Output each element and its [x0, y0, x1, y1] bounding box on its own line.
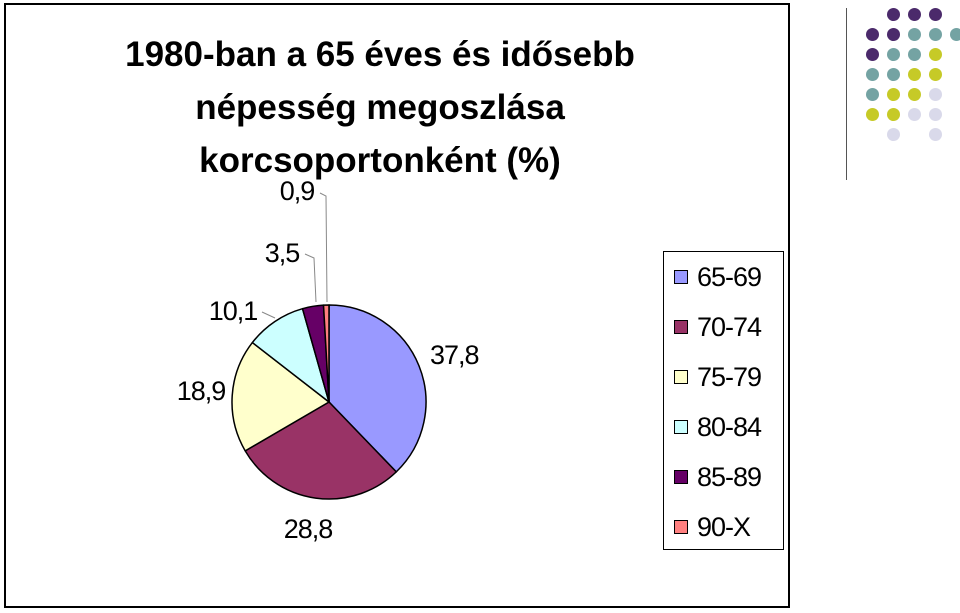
- decorative-dot: [929, 108, 942, 121]
- decorative-dot: [887, 28, 900, 41]
- pie-chart: 37,8 28,8 18,9 10,13,5 0,9: [177, 176, 480, 544]
- decorative-dot: [929, 48, 942, 61]
- chart-title: 1980-ban a 65 éves és idősebb népesség m…: [60, 28, 700, 187]
- decorative-dot: [908, 48, 921, 61]
- data-label-65-69: 37,8: [430, 340, 479, 370]
- decorative-dot: [908, 88, 921, 101]
- legend-item-80-84: 80-84: [674, 407, 762, 447]
- chart-title-line-1: 1980-ban a 65 éves és idősebb: [125, 35, 635, 74]
- decorative-dot: [929, 128, 942, 141]
- decorative-dot: [908, 108, 921, 121]
- legend-swatch: [674, 520, 688, 534]
- legend-item-65-69: 65-69: [674, 257, 762, 297]
- decorative-dot: [866, 48, 879, 61]
- leader-line-90-X: [319, 192, 328, 303]
- decorative-dot: [950, 28, 960, 41]
- legend-label: 70-74: [697, 311, 762, 342]
- legend-item-75-79: 75-79: [674, 357, 762, 397]
- decorative-dot: [887, 48, 900, 61]
- decorative-dot: [908, 28, 921, 41]
- decorative-dot: [929, 8, 942, 21]
- legend-label: 90-X: [697, 511, 751, 542]
- legend-swatch: [674, 370, 688, 384]
- decorative-dot: [887, 88, 900, 101]
- decorative-dot: [908, 8, 921, 21]
- legend-label: 80-84: [697, 411, 762, 442]
- pie-slice-70-74: [244, 401, 398, 500]
- legend-swatch: [674, 270, 688, 284]
- legend-item-85-89: 85-89: [674, 457, 762, 497]
- leader-line-80-84: [261, 311, 276, 319]
- legend-label: 65-69: [697, 261, 762, 292]
- decorative-dot: [887, 68, 900, 81]
- decorative-dot: [929, 68, 942, 81]
- data-label-70-74: 28,8: [284, 514, 333, 544]
- data-label-80-84: 10,1: [209, 296, 258, 326]
- legend-item-90-X: 90-X: [674, 507, 751, 547]
- chart-frame: [4, 3, 790, 608]
- decorative-dot: [908, 68, 921, 81]
- pie-slice-90-X: [322, 304, 330, 403]
- decorative-dot: [929, 28, 942, 41]
- decorative-divider: [846, 8, 847, 180]
- data-label-90-X: 0,9: [280, 176, 315, 206]
- legend-item-70-74: 70-74: [674, 307, 762, 347]
- decorative-dot: [866, 88, 879, 101]
- leader-line-85-89: [304, 253, 317, 303]
- decorative-dot: [866, 28, 879, 41]
- legend-swatch: [674, 320, 688, 334]
- decorative-dot: [887, 128, 900, 141]
- legend-label: 75-79: [697, 361, 762, 392]
- chart-title-line-3: korcsoportonként (%): [199, 141, 561, 180]
- legend-label: 85-89: [697, 461, 762, 492]
- data-label-75-79: 18,9: [177, 376, 226, 406]
- pie-slice-75-79: [231, 341, 330, 452]
- decorative-dot: [929, 88, 942, 101]
- chart-title-line-2: népesség megoszlása: [195, 88, 565, 127]
- decorative-dot: [887, 108, 900, 121]
- pie-slice-65-69: [328, 304, 427, 473]
- data-label-85-89: 3,5: [265, 238, 300, 268]
- chart-legend: 65-69 70-74 75-79 80-84 85-89 90-X: [663, 251, 784, 550]
- decorative-dot: [866, 108, 879, 121]
- legend-swatch: [674, 420, 688, 434]
- legend-swatch: [674, 470, 688, 484]
- decorative-dot: [866, 68, 879, 81]
- decorative-dot: [887, 8, 900, 21]
